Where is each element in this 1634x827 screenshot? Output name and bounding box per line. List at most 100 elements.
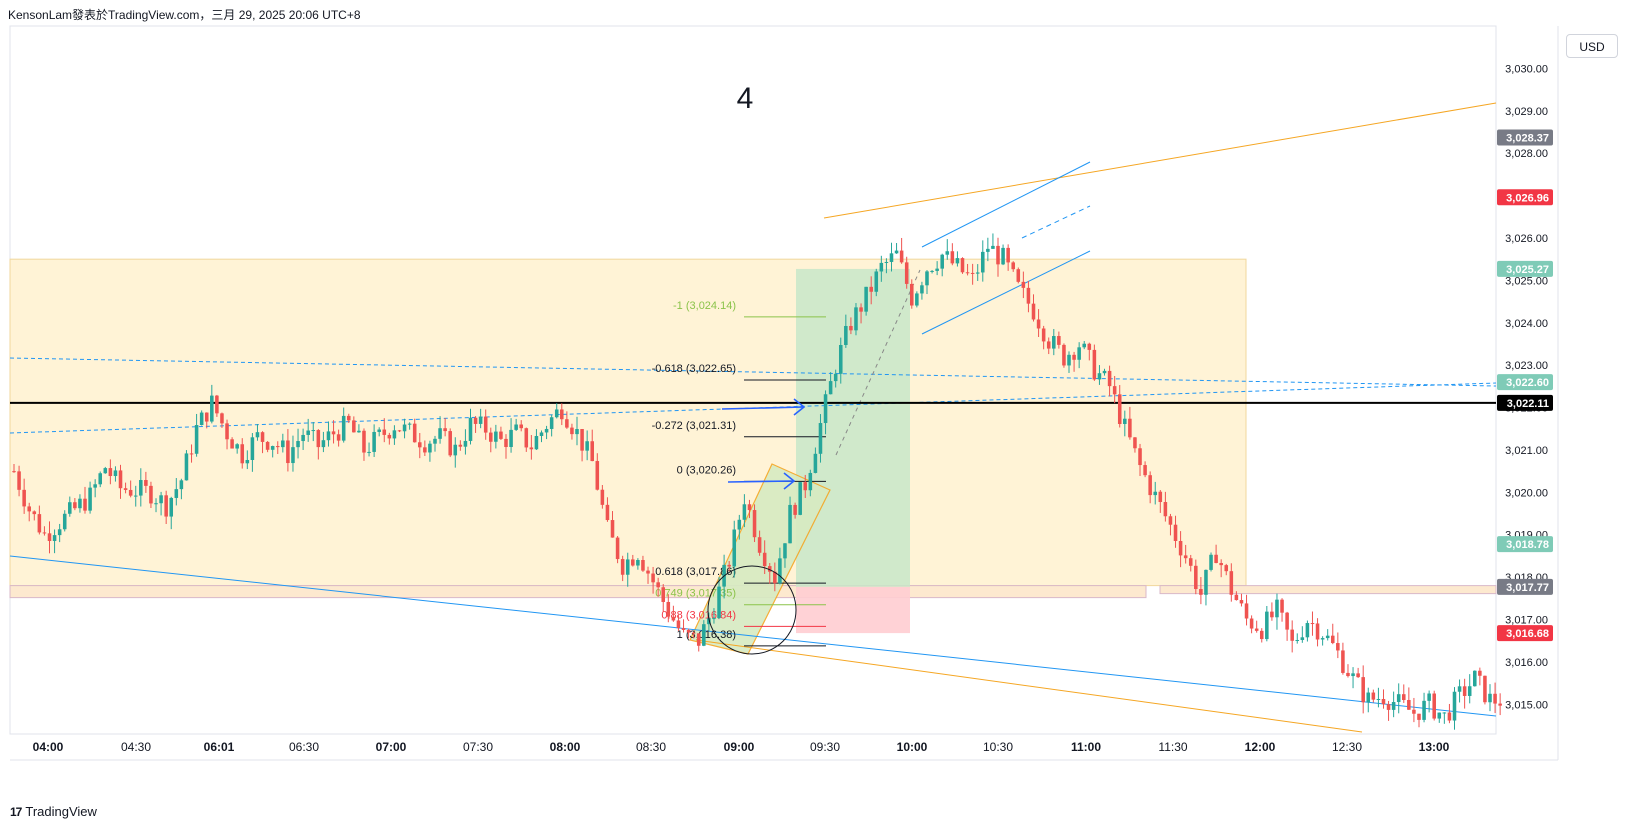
candle: [1214, 544, 1218, 564]
candle: [199, 410, 204, 426]
candle: [1325, 629, 1330, 641]
x-tick-label: 12:00: [1245, 740, 1276, 754]
candle: [1376, 687, 1381, 708]
y-tick-label: 3,015.00: [1505, 699, 1548, 711]
price-badge-label: 3,018.78: [1506, 539, 1549, 551]
fib-label: -0.272 (3,021.31): [652, 420, 736, 432]
candle: [996, 237, 1000, 277]
candle: [428, 440, 432, 462]
candle: [818, 414, 823, 463]
candle: [1234, 591, 1239, 601]
candle: [681, 619, 686, 633]
candle: [179, 478, 184, 500]
candle: [1310, 611, 1315, 636]
fib-label: 0.618 (3,017.86): [655, 566, 736, 578]
candle: [1092, 344, 1097, 381]
candle: [68, 496, 72, 517]
candle: [519, 420, 523, 432]
candle: [580, 428, 584, 462]
candle: [458, 440, 463, 451]
candle: [1315, 618, 1320, 647]
candle: [1102, 368, 1107, 376]
candle: [98, 471, 103, 488]
candle: [1447, 703, 1452, 724]
candle: [727, 561, 731, 572]
chart-header: KensonLam發表於TradingView.com，三月 29, 2025 …: [8, 8, 361, 22]
candle: [1488, 684, 1492, 712]
candle: [1057, 331, 1061, 349]
candle: [275, 441, 280, 454]
candle: [1224, 563, 1229, 576]
candle: [1341, 642, 1345, 675]
candle: [397, 429, 402, 433]
price-axis: 3,015.003,016.003,017.003,018.003,019.00…: [1497, 63, 1553, 711]
candle: [1473, 670, 1477, 687]
candle: [1305, 620, 1310, 642]
candle: [220, 412, 224, 428]
x-tick-label: 07:00: [376, 740, 407, 754]
candle: [605, 497, 610, 522]
candle: [423, 440, 427, 457]
target-zone: [796, 268, 910, 587]
y-tick-label: 3,017.00: [1505, 615, 1548, 627]
supply-demand-zone: [9, 258, 1247, 587]
price-badge-label: 3,026.96: [1506, 192, 1549, 204]
candle: [646, 566, 650, 584]
candle: [575, 416, 579, 446]
candle: [210, 384, 214, 424]
candle: [42, 526, 47, 536]
candle: [560, 403, 564, 426]
x-tick-label: 10:30: [983, 740, 1013, 754]
x-tick-label: 12:30: [1332, 740, 1362, 754]
candle: [666, 594, 671, 623]
candle: [813, 447, 818, 474]
candle: [250, 433, 255, 472]
candle: [316, 429, 321, 460]
candle: [1112, 376, 1117, 404]
candle: [1462, 678, 1467, 709]
candle: [864, 286, 868, 316]
candle: [443, 418, 447, 437]
candle: [1351, 667, 1355, 689]
candle: [1396, 683, 1401, 714]
price-badge-label: 3,022.11: [1507, 398, 1549, 410]
candle: [1254, 620, 1259, 633]
price-badge: 3,017.77: [1497, 578, 1553, 595]
candle: [128, 480, 133, 498]
candle: [331, 420, 336, 444]
brand-name: TradingView: [25, 804, 97, 819]
x-tick-label: 06:30: [289, 740, 319, 754]
candle: [1300, 626, 1305, 643]
candle: [139, 468, 143, 507]
candle: [1427, 690, 1431, 713]
dashed-blue-line-top: [9, 357, 1497, 387]
fib-label: 0.749 (3,017.35): [655, 588, 736, 600]
price-badge: 3,028.37: [1497, 129, 1553, 146]
candle: [762, 540, 767, 575]
currency-button[interactable]: USD: [1566, 34, 1618, 58]
candle: [306, 418, 310, 442]
candle: [1194, 559, 1198, 595]
candle: [970, 263, 975, 285]
candle: [392, 425, 397, 445]
candle: [935, 261, 939, 276]
y-tick-label: 3,020.00: [1505, 487, 1548, 499]
price-badge: 3,025.27: [1497, 260, 1553, 277]
channel-upper: [921, 161, 1091, 248]
candle: [991, 233, 995, 249]
candle: [225, 419, 229, 450]
candle: [341, 407, 346, 443]
candle: [509, 418, 513, 453]
candle: [1265, 605, 1269, 642]
candle: [1062, 343, 1066, 368]
candle: [600, 485, 605, 509]
candle: [869, 276, 873, 305]
candle: [1336, 632, 1340, 659]
candle: [975, 264, 980, 281]
candle: [1046, 337, 1051, 355]
price-badge-label: 3,022.60: [1506, 377, 1549, 389]
price-chart[interactable]: -1 (3,024.14) -0.618 (3,022.65) -0.272 (3,…: [0, 0, 1634, 800]
candle: [1107, 365, 1112, 397]
candle: [828, 372, 833, 395]
candle: [757, 530, 762, 556]
